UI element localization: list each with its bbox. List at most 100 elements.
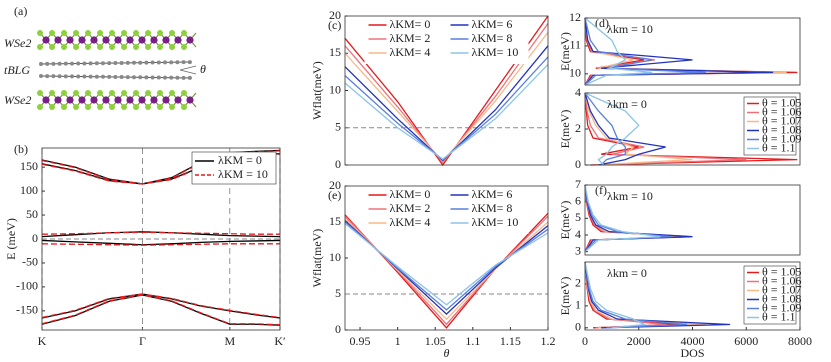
- series-line: [344, 220, 549, 316]
- y-tick-label: 10: [569, 66, 581, 80]
- y-axis-label: E(meV): [558, 277, 572, 316]
- y-axis-label: Wflat(meV): [310, 229, 324, 288]
- atom-w: [138, 36, 146, 44]
- atom-w: [102, 96, 110, 104]
- y-tick-label: 12: [569, 10, 581, 24]
- atom-c: [82, 61, 87, 66]
- atom-se: [97, 30, 103, 36]
- atom-c: [181, 60, 186, 65]
- y-tick-label: 0: [32, 231, 38, 245]
- atom-c: [125, 75, 130, 80]
- x-tick-label: 0: [582, 334, 588, 348]
- legend-label: θ = 1.06: [762, 273, 802, 287]
- atom-c: [187, 75, 192, 80]
- series-line: [344, 221, 549, 311]
- atom-c: [187, 60, 192, 65]
- y-axis-label: E(meV): [558, 32, 572, 71]
- y-axis-label: E(meV): [558, 201, 572, 240]
- legend-label: λKM= 10: [472, 215, 519, 229]
- atom-se: [145, 30, 151, 36]
- x-tick-label: K: [38, 334, 47, 348]
- atom-se: [49, 104, 55, 110]
- atom-c: [88, 74, 93, 79]
- x-tick-label: 2000: [627, 334, 651, 348]
- atom-c: [107, 61, 112, 66]
- atom-w: [54, 96, 62, 104]
- atom-c: [150, 75, 155, 80]
- atom-c: [144, 60, 149, 65]
- legend-label: λKM= 8: [472, 201, 513, 215]
- atom-se: [49, 30, 55, 36]
- atom-c: [169, 75, 174, 80]
- atom-se: [133, 90, 139, 96]
- panel-label: (e): [328, 188, 341, 202]
- atom-w: [186, 96, 194, 104]
- panel-label: (c): [328, 18, 341, 32]
- series-line: [584, 92, 640, 166]
- legend-label: λKM = 0: [218, 153, 262, 167]
- atom-w: [90, 96, 98, 104]
- legend-label: λKM= 4: [390, 215, 431, 229]
- atom-se: [157, 44, 163, 50]
- atom-se: [157, 90, 163, 96]
- atom-c: [113, 74, 118, 79]
- y-tick-label: 1: [575, 298, 581, 312]
- x-tick-label: 6000: [734, 334, 758, 348]
- atom-se: [37, 90, 43, 96]
- atom-c: [51, 74, 56, 79]
- atom-w: [66, 36, 74, 44]
- atom-se: [61, 90, 67, 96]
- atom-c: [132, 60, 136, 65]
- legend-label: θ = 1.05: [762, 264, 802, 278]
- atom-se: [85, 90, 91, 96]
- y-tick-label: 5: [335, 286, 341, 300]
- atom-w: [174, 36, 182, 44]
- atom-c: [125, 60, 130, 65]
- legend-label: θ = 1.1: [762, 140, 796, 154]
- atom-w: [78, 36, 86, 44]
- annotation: λkm = 0: [607, 97, 647, 111]
- atom-w: [162, 36, 170, 44]
- layer-label: WSe2: [4, 93, 31, 107]
- y-tick-label: 100: [20, 183, 38, 197]
- atom-se: [37, 44, 43, 50]
- x-tick-label: 1.1: [465, 334, 480, 348]
- atom-c: [45, 61, 50, 66]
- legend-label: λKM= 0: [390, 17, 431, 31]
- y-tick-label: 20: [329, 178, 341, 192]
- annotation: λkm = 0: [607, 266, 647, 280]
- legend-label: θ = 1.07: [762, 113, 802, 127]
- y-axis-label: Wflat(meV): [310, 61, 324, 120]
- series-line: [584, 261, 647, 329]
- series-line: [344, 23, 549, 164]
- x-tick-label: Γ: [139, 334, 146, 348]
- legend-box: [743, 265, 797, 325]
- atom-se: [181, 30, 187, 36]
- x-tick-label: 1: [395, 334, 401, 348]
- series-line: [584, 92, 626, 166]
- atom-se: [61, 44, 67, 50]
- atom-se: [97, 44, 103, 50]
- panel-label: (d): [595, 16, 609, 30]
- legend-label: λKM= 8: [472, 31, 513, 45]
- x-axis-label: θ: [444, 346, 450, 360]
- atom-c: [57, 61, 62, 66]
- atom-c: [76, 61, 81, 66]
- atom-w: [114, 96, 122, 104]
- atom-se: [85, 44, 91, 50]
- atom-c: [39, 74, 43, 78]
- atom-w: [114, 36, 122, 44]
- atom-w: [138, 96, 146, 104]
- annotation: λkm = 10: [607, 22, 653, 36]
- series-line: [584, 184, 661, 253]
- y-tick-label: 10: [329, 250, 341, 264]
- atom-se: [181, 44, 187, 50]
- atom-c: [163, 60, 167, 65]
- legend-box: [743, 96, 797, 156]
- plot-frame: [344, 185, 549, 331]
- legend-label: θ = 1.05: [762, 95, 802, 109]
- atom-w: [66, 96, 74, 104]
- y-tick-label: -150: [16, 303, 38, 317]
- atom-w: [186, 36, 194, 44]
- y-axis-label: E(meV): [558, 110, 572, 149]
